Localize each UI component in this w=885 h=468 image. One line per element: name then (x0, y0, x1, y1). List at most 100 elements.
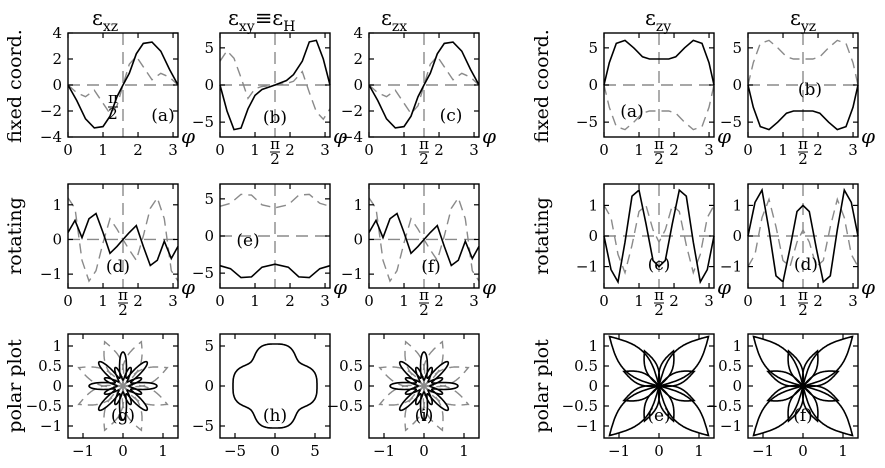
x-tick-label: 2 (285, 141, 295, 159)
x-tick-label: 0 (743, 141, 753, 159)
row-label-rotating-left: rotating (4, 197, 26, 275)
y-tick-label: 5 (204, 190, 214, 208)
eps-symbol: ε (381, 6, 392, 30)
y-tick-label: 0 (52, 230, 62, 248)
x-tick-label: −1 (752, 442, 774, 460)
x-tick-label: 0 (798, 442, 808, 460)
x-tick-label: 0 (118, 442, 128, 460)
solid-polar-lobe (657, 335, 710, 388)
y-tick-label: 4 (52, 24, 62, 42)
y-tick-label: 0 (732, 227, 742, 245)
y-tick-label: 1 (588, 337, 598, 355)
solid-series-line (603, 188, 715, 285)
y-tick-label: −5 (192, 264, 214, 282)
solid-polar-lobe (752, 335, 805, 388)
solid-series-line (67, 212, 179, 267)
y-tick-label: 5 (588, 39, 598, 57)
y-tick-label: −1 (40, 265, 62, 283)
x-tick-label: 2 (133, 141, 143, 159)
dashed-polar-lobe (422, 384, 470, 406)
x-axis-phi-symbol: φ (861, 275, 875, 299)
y-tick-label: 0.5 (339, 357, 363, 375)
panel-label: (f) (793, 406, 813, 426)
y-tick-label: −2 (341, 102, 363, 120)
x-axis-phi-symbol: φ (717, 124, 731, 148)
panel-label: (d) (106, 257, 130, 277)
panel-label: (f) (421, 257, 441, 277)
x-axis-phi-symbol: φ (333, 275, 347, 299)
x-axis-phi-symbol: φ (717, 275, 731, 299)
x-tick-label: 3 (168, 141, 178, 159)
x-tick-label: 5 (310, 442, 320, 460)
pi-half-denominator: 2 (419, 301, 429, 319)
x-tick-label: 0 (270, 442, 280, 460)
x-tick-label: 1 (778, 141, 788, 159)
x-tick-label: 3 (320, 292, 330, 310)
solid-polar-lobe-small (657, 384, 696, 402)
solid-series-line (747, 84, 859, 131)
x-tick-label: 3 (704, 292, 714, 310)
pi-half-numerator: π (419, 286, 429, 304)
panel-polar-xy: 5 0 −5 −5 0 5 (h) (192, 333, 331, 460)
x-tick-label: 0 (63, 292, 73, 310)
solid-polar-lobe (608, 335, 661, 388)
y-tick-label: 0 (732, 377, 742, 395)
x-tick-label: 1 (838, 442, 848, 460)
y-tick-label: −4 (40, 128, 62, 146)
y-tick-label: 0 (204, 377, 214, 395)
eps-symbol: ε (92, 6, 103, 30)
y-tick-label: 1 (52, 196, 62, 214)
y-tick-label: 0.5 (718, 357, 742, 375)
x-tick-label: 3 (168, 292, 178, 310)
panel-label: (c) (648, 255, 671, 275)
x-tick-label: −1 (373, 442, 395, 460)
eps-equiv-subscript: H (283, 19, 295, 35)
pi-half-denominator: 2 (798, 301, 808, 319)
pi-half-denominator: 2 (654, 301, 664, 319)
y-tick-label: −0.5 (26, 397, 62, 415)
y-tick-label: 0 (588, 227, 598, 245)
y-tick-label: 0 (353, 230, 363, 248)
y-tick-label: 4 (353, 24, 363, 42)
y-tick-label: −5 (192, 113, 214, 131)
dashed-series-line (747, 196, 859, 268)
y-tick-label: 1 (353, 196, 363, 214)
panel-label: (c) (440, 106, 463, 126)
solid-polar-curve-inner (103, 366, 143, 406)
y-tick-label: −1 (341, 265, 363, 283)
x-tick-label: 0 (419, 442, 429, 460)
pi-half-denominator: 2 (118, 301, 128, 319)
x-tick-label: 0 (215, 292, 225, 310)
solid-series-line (603, 39, 715, 86)
x-tick-label: 1 (98, 292, 108, 310)
y-tick-label: 0 (52, 76, 62, 94)
solid-polar-lobe (801, 384, 854, 437)
pi-half-numerator: π (654, 135, 664, 153)
y-tick-label: 2 (353, 50, 363, 68)
svg-text:εzx: εzx (381, 6, 407, 35)
x-tick-label: 3 (848, 141, 858, 159)
x-axis-phi-symbol: φ (333, 124, 347, 148)
pi-half-denominator: 2 (270, 150, 280, 168)
x-tick-label: 0 (364, 141, 374, 159)
panel-label: (i) (415, 406, 434, 426)
y-tick-label: −5 (576, 113, 598, 131)
eps-subscript: xy (239, 19, 255, 35)
solid-polar-curve (232, 343, 318, 429)
y-tick-label: 0 (588, 76, 598, 94)
x-tick-label: 3 (704, 141, 714, 159)
x-tick-label: 0 (63, 141, 73, 159)
x-axis-phi-symbol: φ (181, 124, 195, 148)
y-tick-label: 5 (204, 337, 214, 355)
panel-label: (e) (236, 231, 259, 251)
row-label-fixed-right: fixed coord. (531, 29, 553, 143)
dashed-series-line (603, 204, 715, 276)
y-tick-label: −0.5 (327, 397, 363, 415)
x-tick-label: 1 (634, 141, 644, 159)
row-label-fixed-left: fixed coord. (4, 29, 26, 143)
dashed-series-line (368, 55, 480, 115)
